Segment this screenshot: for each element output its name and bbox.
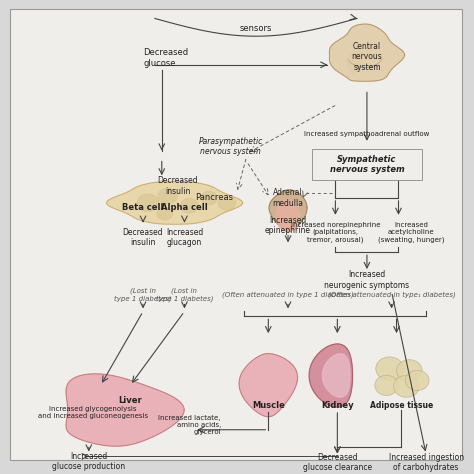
Polygon shape <box>66 374 184 446</box>
Polygon shape <box>322 354 350 397</box>
Text: Muscle: Muscle <box>252 401 285 410</box>
Text: Pancreas: Pancreas <box>195 193 233 202</box>
Text: Increased
glucose production: Increased glucose production <box>52 452 125 471</box>
Ellipse shape <box>376 357 403 380</box>
Text: Sympathetic
nervous system: Sympathetic nervous system <box>329 155 404 174</box>
Text: Decreased
glucose clearance: Decreased glucose clearance <box>303 453 372 472</box>
Polygon shape <box>107 182 243 224</box>
Text: Increased norepinephrine
(palpitations,
tremor, arousal): Increased norepinephrine (palpitations, … <box>291 222 380 243</box>
Text: Decreased
glucose: Decreased glucose <box>143 48 188 68</box>
Text: Increased
neurogenic symptoms: Increased neurogenic symptoms <box>324 270 410 290</box>
Polygon shape <box>239 354 298 417</box>
Text: sensors: sensors <box>239 24 272 33</box>
Text: Adipose tissue: Adipose tissue <box>370 401 433 410</box>
Text: (Lost in
type 1 diabetes): (Lost in type 1 diabetes) <box>156 288 213 302</box>
Text: Increased glycogenolysis
and increased gluconeogenesis: Increased glycogenolysis and increased g… <box>37 407 148 419</box>
FancyBboxPatch shape <box>312 149 422 180</box>
Polygon shape <box>347 48 371 74</box>
Text: Increased
epinephrine: Increased epinephrine <box>265 216 311 235</box>
Ellipse shape <box>218 195 236 210</box>
Ellipse shape <box>393 375 419 397</box>
Text: Kidney: Kidney <box>321 401 354 410</box>
Text: (Often attenuated in type 1 diabetes): (Often attenuated in type 1 diabetes) <box>222 292 354 298</box>
Text: Decreased
insulin: Decreased insulin <box>123 228 164 247</box>
Text: Increased ingestion
of carbohydrates: Increased ingestion of carbohydrates <box>389 453 464 472</box>
Text: Beta cell: Beta cell <box>122 203 164 212</box>
Text: Increased lactate,
amino acids,
glycerol: Increased lactate, amino acids, glycerol <box>158 415 221 435</box>
Text: Central
nervous
system: Central nervous system <box>352 42 383 72</box>
Text: Adrenal
medulla: Adrenal medulla <box>273 188 303 208</box>
Text: Alpha cell: Alpha cell <box>161 203 208 212</box>
Ellipse shape <box>405 370 429 391</box>
Polygon shape <box>309 344 353 407</box>
Text: Parasympathetic
nervous system: Parasympathetic nervous system <box>199 137 263 156</box>
Ellipse shape <box>397 360 422 382</box>
Ellipse shape <box>181 199 198 213</box>
Ellipse shape <box>157 207 173 220</box>
Text: Liver: Liver <box>118 396 142 405</box>
Text: Decreased
insulin: Decreased insulin <box>157 176 198 196</box>
Text: (Often attenuated in type₁ diabetes): (Often attenuated in type₁ diabetes) <box>328 292 456 298</box>
FancyBboxPatch shape <box>10 9 462 460</box>
Text: Increased
glucagon: Increased glucagon <box>166 228 203 247</box>
Ellipse shape <box>375 375 399 395</box>
Polygon shape <box>329 24 404 81</box>
Ellipse shape <box>201 191 217 205</box>
Ellipse shape <box>137 194 159 212</box>
Polygon shape <box>269 190 307 231</box>
Text: (Lost in
type 1 diabetes): (Lost in type 1 diabetes) <box>114 288 172 302</box>
Ellipse shape <box>158 188 178 204</box>
Text: Increased sympathoadrenal outflow: Increased sympathoadrenal outflow <box>304 131 429 137</box>
Text: Increased
acetylcholine
(sweating, hunger): Increased acetylcholine (sweating, hunge… <box>378 222 445 243</box>
Polygon shape <box>276 200 300 231</box>
